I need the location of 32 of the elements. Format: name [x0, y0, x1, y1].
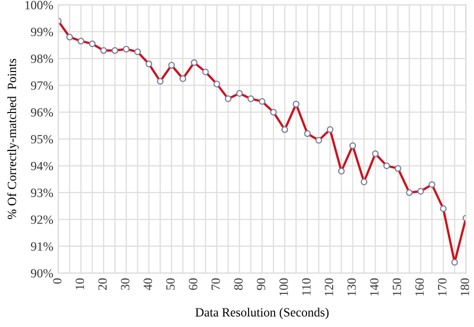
- x-tick-label: 140: [370, 278, 378, 296]
- x-tick-label: 30: [120, 278, 130, 290]
- y-tick-label: 98%: [30, 54, 54, 64]
- x-tick-label: 60: [188, 278, 198, 290]
- y-tick-label: 94%: [30, 162, 54, 170]
- y-tick-label: 95%: [30, 135, 54, 144]
- x-axis-title: Data Resolution (Seconds): [195, 308, 329, 320]
- x-tick-label: 160: [415, 278, 424, 296]
- x-tick-label: 110: [302, 278, 311, 296]
- x-tick-label: 20: [98, 278, 107, 290]
- x-tick-label: 120: [324, 278, 334, 296]
- y-tick-label: 96%: [30, 108, 54, 117]
- y-axis-title: % Of Correctly-matched Points: [7, 58, 19, 220]
- x-tick-label: 50: [166, 278, 175, 290]
- x-tick-label: 80: [234, 278, 243, 290]
- y-tick-label: 90%: [30, 269, 54, 278]
- y-tick-label: 97%: [30, 81, 54, 90]
- x-tick-label: 100: [279, 278, 288, 296]
- x-tick-label: 40: [144, 278, 152, 290]
- y-tick-label: 100%: [25, 0, 54, 10]
- x-tick-label: 170: [438, 278, 446, 296]
- y-tick-label: 93%: [30, 188, 54, 198]
- x-tick-label: 90: [256, 278, 266, 290]
- x-tick-label: 70: [212, 278, 220, 290]
- x-tick-label: 10: [76, 278, 84, 290]
- x-tick-label: 180: [460, 278, 470, 296]
- y-tick-label: 92%: [30, 215, 54, 224]
- x-tick-label: 0: [52, 278, 62, 284]
- y-tick-label: 99%: [30, 28, 54, 36]
- x-tick-label: 150: [392, 278, 402, 296]
- y-tick-label: 91%: [30, 242, 54, 251]
- x-tick-label: 130: [347, 278, 356, 296]
